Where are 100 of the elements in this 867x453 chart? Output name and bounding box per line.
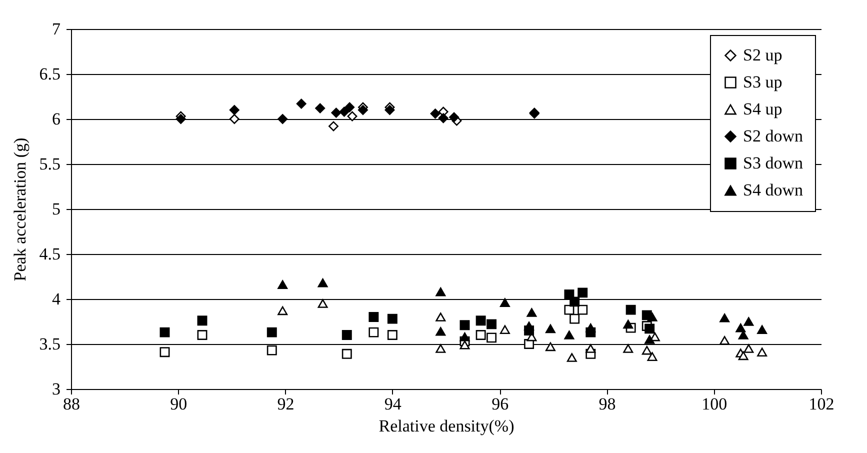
point — [430, 108, 440, 119]
y-tick-label: 6.5 — [39, 64, 60, 84]
point — [623, 344, 634, 353]
point — [526, 308, 537, 317]
point — [387, 330, 398, 340]
point — [476, 330, 486, 340]
point — [626, 304, 636, 315]
point — [438, 113, 448, 124]
point — [564, 330, 574, 340]
y-axis-title: Peak acceleration (g) — [10, 138, 30, 282]
point — [368, 327, 379, 338]
point — [566, 353, 577, 362]
point — [387, 314, 398, 324]
point — [642, 346, 652, 355]
point — [570, 314, 580, 324]
x-tick-label: 96 — [492, 394, 509, 414]
point — [738, 330, 748, 340]
point — [358, 105, 368, 115]
y-tick-label: 4 — [52, 290, 61, 308]
point — [318, 299, 328, 308]
point — [278, 280, 288, 289]
point — [460, 340, 470, 350]
point — [476, 316, 486, 326]
point — [486, 332, 497, 343]
x-tick-label: 102 — [808, 394, 834, 414]
x-tick-label: 94 — [384, 394, 402, 414]
point — [160, 327, 170, 338]
legend-label: S2 down — [743, 126, 804, 146]
point — [644, 324, 655, 334]
point — [757, 348, 768, 356]
point — [436, 287, 446, 296]
point — [460, 320, 470, 330]
point — [736, 323, 746, 332]
point — [331, 108, 342, 118]
point — [197, 330, 208, 340]
point — [347, 111, 358, 122]
point — [342, 348, 352, 359]
x-tick-label: 88 — [63, 394, 80, 414]
legend-label: S2 up — [743, 46, 782, 64]
point — [744, 344, 754, 353]
point — [296, 98, 306, 109]
point — [486, 319, 497, 330]
point — [586, 344, 596, 353]
point — [720, 314, 730, 322]
point — [586, 323, 596, 332]
point — [328, 121, 338, 132]
point — [500, 298, 510, 307]
point — [757, 325, 768, 334]
point — [197, 316, 208, 326]
legend-label: S4 down — [743, 180, 804, 200]
point — [623, 320, 634, 329]
x-tick-label: 92 — [277, 394, 294, 414]
point — [500, 325, 510, 334]
point — [436, 344, 446, 353]
point — [460, 332, 470, 342]
y-tick-label: 3 — [52, 380, 60, 398]
point — [738, 351, 748, 360]
point — [318, 278, 328, 288]
point — [570, 296, 580, 307]
point — [278, 306, 288, 316]
point — [266, 327, 277, 338]
point — [578, 288, 588, 298]
x-axis-title: Relative density(%) — [378, 416, 514, 436]
point — [647, 352, 658, 361]
point — [644, 335, 655, 344]
point — [524, 322, 534, 330]
point — [278, 114, 288, 124]
point — [160, 347, 170, 358]
y-tick-label: 5.5 — [39, 154, 60, 174]
legend-label: S3 up — [743, 72, 782, 92]
point — [344, 102, 355, 112]
point — [578, 304, 588, 315]
point — [342, 330, 352, 340]
point — [315, 103, 326, 114]
point — [545, 324, 556, 334]
point — [545, 342, 556, 352]
point — [339, 106, 350, 117]
point — [720, 336, 730, 345]
point — [436, 327, 446, 336]
y-tick-label: 3.5 — [39, 334, 60, 354]
point — [229, 114, 240, 124]
legend-label: S3 down — [743, 154, 804, 172]
legend-label: S4 up — [743, 100, 782, 118]
point — [744, 317, 754, 326]
x-tick-label: 90 — [170, 394, 188, 414]
y-tick-label: 7 — [52, 20, 61, 38]
point — [266, 345, 277, 356]
point — [368, 312, 379, 322]
point — [436, 312, 446, 322]
point — [449, 112, 460, 122]
point — [564, 304, 574, 315]
point — [229, 105, 240, 115]
x-tick-label: 100 — [702, 394, 728, 414]
y-tick-label: 5 — [52, 200, 60, 218]
y-tick-label: 4.5 — [39, 244, 60, 264]
y-tick-label: 6 — [52, 110, 60, 128]
point — [384, 105, 395, 115]
point — [176, 114, 186, 124]
point — [647, 312, 658, 322]
x-tick-label: 98 — [598, 394, 616, 414]
